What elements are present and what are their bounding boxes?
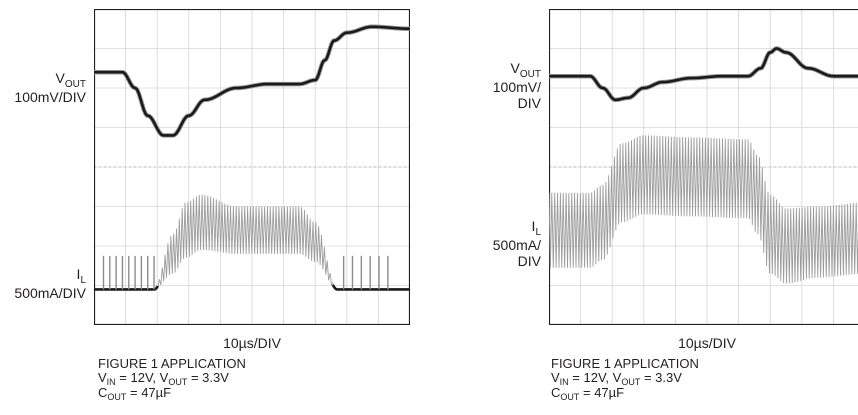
right-vout-label: VOUT 100mV/ DIV (492, 60, 541, 111)
left-timebase-label: 10µs/DIV (223, 335, 281, 351)
scope-left (94, 9, 410, 325)
vout-trace (549, 47, 858, 102)
left-vout-label: VOUT 100mV/DIV (14, 70, 86, 105)
left-caption: FIGURE 1 APPLICATION VIN = 12V, VOUT = 3… (98, 356, 246, 403)
scope-right (549, 9, 858, 325)
vout-trace (94, 25, 410, 137)
scope-border (549, 9, 858, 325)
right-il-label: IL 500mA/ DIV (492, 218, 541, 269)
left-il-label: IL 500mA/DIV (14, 266, 86, 301)
scope-border (94, 9, 410, 325)
il-burst-spikes (102, 255, 389, 290)
scope-right-plot (549, 9, 858, 325)
graticule (549, 9, 858, 325)
graticule (94, 9, 410, 325)
il-ripple (549, 135, 858, 284)
right-caption: FIGURE 1 APPLICATION VIN = 12V, VOUT = 3… (551, 356, 699, 403)
vout-trace-halo (549, 46, 858, 103)
right-timebase-label: 10µs/DIV (678, 335, 736, 351)
scope-left-plot (94, 9, 410, 325)
il-trace (331, 284, 410, 291)
